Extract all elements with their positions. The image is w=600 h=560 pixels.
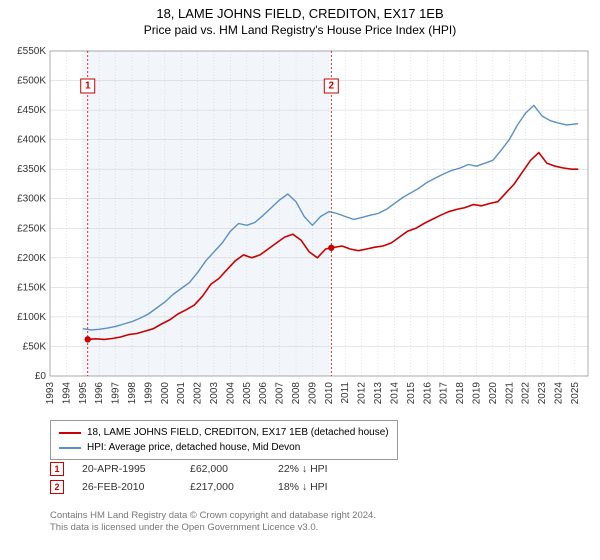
svg-text:£50K: £50K [23, 341, 47, 352]
svg-text:1: 1 [85, 81, 91, 92]
svg-text:£350K: £350K [17, 164, 46, 175]
svg-text:2024: 2024 [553, 382, 564, 405]
legend-swatch [59, 432, 81, 434]
svg-text:2020: 2020 [488, 382, 499, 405]
footer-line-2: This data is licensed under the Open Gov… [50, 522, 376, 534]
sales-row: 2 26-FEB-2010 £217,000 18% ↓ HPI [50, 480, 358, 494]
legend-item: 18, LAME JOHNS FIELD, CREDITON, EX17 1EB… [59, 425, 389, 440]
title-block: 18, LAME JOHNS FIELD, CREDITON, EX17 1EB… [0, 0, 600, 37]
svg-text:£0: £0 [35, 371, 47, 382]
legend: 18, LAME JOHNS FIELD, CREDITON, EX17 1EB… [50, 420, 398, 460]
svg-text:2: 2 [329, 81, 335, 92]
line-chart: £0 £50K £100K £150K £200K £250K £300K £350K £400… [0, 43, 600, 408]
svg-text:2017: 2017 [439, 382, 450, 405]
svg-text:2009: 2009 [307, 382, 318, 405]
svg-text:2006: 2006 [258, 382, 269, 405]
svg-text:2013: 2013 [373, 382, 384, 405]
legend-label: 18, LAME JOHNS FIELD, CREDITON, EX17 1EB… [87, 425, 389, 440]
svg-text:1996: 1996 [94, 382, 105, 405]
svg-text:2011: 2011 [340, 382, 351, 404]
legend-swatch [59, 447, 81, 449]
svg-text:2018: 2018 [455, 382, 466, 405]
sale-diff: 18% ↓ HPI [278, 481, 358, 493]
svg-text:2025: 2025 [570, 382, 581, 405]
svg-text:£150K: £150K [17, 282, 46, 293]
svg-text:2014: 2014 [389, 382, 400, 405]
svg-text:£300K: £300K [17, 194, 46, 205]
svg-text:2015: 2015 [406, 382, 417, 405]
svg-text:2022: 2022 [521, 382, 532, 405]
svg-text:2005: 2005 [242, 382, 253, 405]
svg-text:2023: 2023 [537, 382, 548, 405]
svg-text:2004: 2004 [225, 382, 236, 405]
svg-text:1998: 1998 [127, 382, 138, 405]
svg-text:2016: 2016 [422, 382, 433, 405]
svg-text:2000: 2000 [160, 382, 171, 405]
chart-area: £0 £50K £100K £150K £200K £250K £300K £350K £400… [0, 43, 600, 408]
svg-text:1999: 1999 [143, 382, 154, 405]
footer-line-1: Contains HM Land Registry data © Crown c… [50, 510, 376, 522]
svg-text:2010: 2010 [324, 382, 335, 405]
svg-text:£450K: £450K [17, 105, 46, 116]
svg-text:2008: 2008 [291, 382, 302, 405]
title-sub: Price paid vs. HM Land Registry's House … [0, 23, 600, 37]
svg-text:2021: 2021 [504, 382, 515, 405]
svg-text:2012: 2012 [357, 382, 368, 405]
svg-text:£250K: £250K [17, 223, 46, 234]
svg-text:1995: 1995 [78, 382, 89, 405]
svg-text:2007: 2007 [275, 382, 286, 405]
svg-text:£500K: £500K [17, 76, 46, 87]
svg-text:£200K: £200K [17, 253, 46, 264]
sale-number-box: 2 [50, 480, 64, 494]
svg-text:2003: 2003 [209, 382, 220, 405]
sales-row: 1 20-APR-1995 £62,000 22% ↓ HPI [50, 462, 358, 476]
svg-text:1994: 1994 [61, 382, 72, 405]
sale-date: 20-APR-1995 [82, 463, 172, 475]
svg-text:1993: 1993 [45, 382, 56, 405]
svg-text:£400K: £400K [17, 135, 46, 146]
footer: Contains HM Land Registry data © Crown c… [50, 510, 376, 535]
sale-diff: 22% ↓ HPI [278, 463, 358, 475]
sale-number-box: 1 [50, 462, 64, 476]
svg-text:2019: 2019 [471, 382, 482, 405]
sale-price: £62,000 [190, 463, 260, 475]
sales-table: 1 20-APR-1995 £62,000 22% ↓ HPI 2 26-FEB-2010… [50, 462, 358, 498]
legend-label: HPI: Average price, detached house, Mid … [87, 440, 300, 455]
legend-item: HPI: Average price, detached house, Mid … [59, 440, 389, 455]
sale-price: £217,000 [190, 481, 260, 493]
svg-text:2001: 2001 [176, 382, 187, 405]
svg-text:£100K: £100K [17, 312, 46, 323]
svg-text:£550K: £550K [17, 46, 46, 57]
svg-text:2002: 2002 [193, 382, 204, 405]
title-main: 18, LAME JOHNS FIELD, CREDITON, EX17 1EB [0, 6, 600, 21]
sale-date: 26-FEB-2010 [82, 481, 172, 493]
svg-text:1997: 1997 [111, 382, 122, 405]
